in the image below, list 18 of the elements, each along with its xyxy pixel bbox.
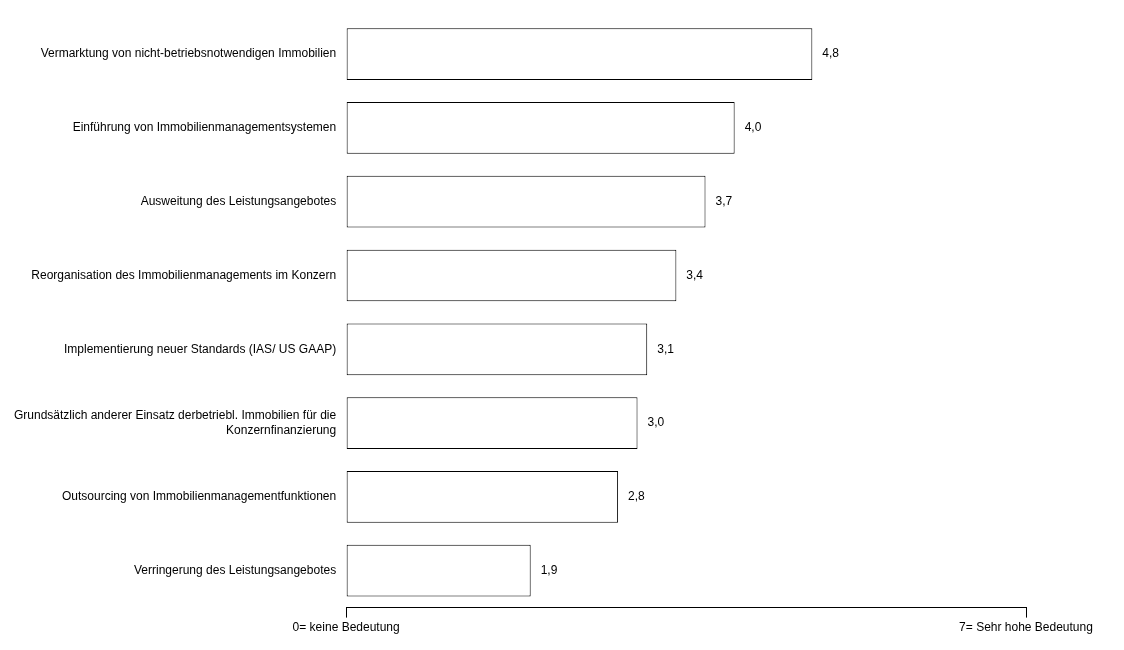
y-tick-label: Implementierung neuer Standards (IAS/ US GAAP) bbox=[64, 341, 337, 356]
y-tick-label: Verringerung des Leistungsangebotes bbox=[134, 563, 337, 578]
data-label: 3,0 bbox=[647, 415, 665, 430]
data-label: 3,7 bbox=[715, 194, 733, 209]
data-label: 2,8 bbox=[628, 489, 646, 504]
y-tick-label: Einführung von Immobilienmanagementsystemen bbox=[72, 120, 337, 135]
y-tick-label: Grundsätzlich anderer Einsatz derbetriebl. Immobilien für die Konzernfinanzierung bbox=[14, 408, 337, 437]
y-tick-label: Reorganisation des Immobilienmanagements im Konzern bbox=[31, 267, 337, 282]
data-label: 4,8 bbox=[822, 46, 840, 61]
data-label: 4,0 bbox=[744, 120, 762, 135]
y-tick-label: Outsourcing von Immobilienmanagementfunktionen bbox=[62, 489, 337, 504]
data-label: 3,1 bbox=[657, 341, 675, 356]
data-label: 1,9 bbox=[540, 563, 558, 578]
y-tick-label: Ausweitung des Leistungsangebotes bbox=[140, 194, 337, 209]
data-label: 3,4 bbox=[686, 267, 704, 282]
x-tick-label: 0= keine Bedeutung bbox=[292, 620, 400, 635]
x-tick-label: 7= Sehr hohe Bedeutung bbox=[959, 620, 1093, 635]
y-tick-label: Vermarktung von nicht-betriebsnotwendigen Immobilien bbox=[40, 46, 337, 61]
